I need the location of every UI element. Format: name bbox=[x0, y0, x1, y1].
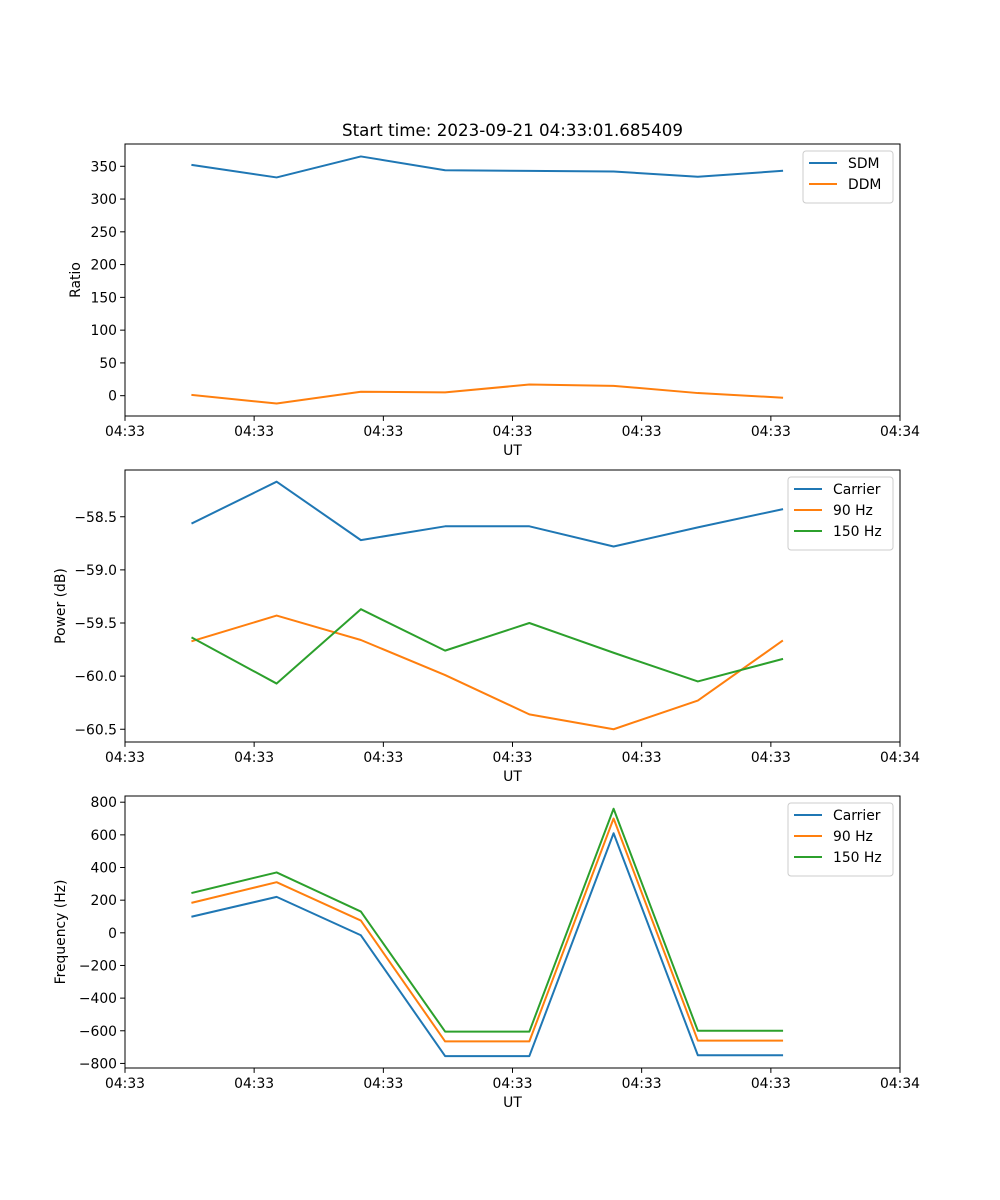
power-y-axis-label: Power (dB) bbox=[53, 568, 69, 644]
ratio-y-tick-label: 200 bbox=[90, 258, 117, 274]
ratio-legend: SDM DDM bbox=[802, 150, 894, 204]
power-x-tick-label: 04:33 bbox=[622, 750, 662, 766]
power-x-tick-label: 04:33 bbox=[363, 750, 403, 766]
power-y-tick-label: −59.0 bbox=[74, 563, 117, 579]
ratio-x-tick-label: 04:33 bbox=[492, 424, 532, 440]
ratio-x-tick-label: 04:33 bbox=[105, 424, 145, 440]
frequency-y-tick-label: −600 bbox=[79, 1024, 117, 1040]
frequency-y-tick-label: 0 bbox=[108, 926, 117, 942]
ratio-series-line-sdm bbox=[191, 155, 784, 179]
ratio-series-line-ddm bbox=[191, 383, 784, 405]
power-y-tick-label: −60.0 bbox=[74, 669, 117, 685]
ratio-y-tick-label: 350 bbox=[90, 159, 117, 175]
frequency-x-tick-label: 04:33 bbox=[105, 1076, 145, 1092]
ratio-x-axis-label: UT bbox=[503, 443, 522, 459]
power-x-tick-label: 04:33 bbox=[234, 750, 274, 766]
figure-title: Start time: 2023-09-21 04:33:01.685409 bbox=[342, 120, 683, 140]
frequency-x-tick-label: 04:33 bbox=[492, 1076, 532, 1092]
power-x-axis-label: UT bbox=[503, 769, 522, 785]
ratio-panel: 04:33 04:33 04:33 04:33 04:33 04:33 04:34 0 50 10… bbox=[68, 143, 920, 459]
frequency-y-tick-label: 200 bbox=[90, 893, 117, 909]
ratio-x-tick-label: 04:33 bbox=[234, 424, 274, 440]
power-panel: 04:33 04:33 04:33 04:33 04:33 04:33 04:34 −60.5… bbox=[53, 469, 920, 785]
ratio-y-tick-label: 150 bbox=[90, 290, 117, 306]
frequency-x-tick-label: 04:34 bbox=[880, 1076, 920, 1092]
power-x-tick-label: 04:33 bbox=[492, 750, 532, 766]
ratio-y-axis-label: Ratio bbox=[68, 262, 84, 298]
frequency-x-tick-label: 04:33 bbox=[363, 1076, 403, 1092]
frequency-legend-label: Carrier bbox=[833, 808, 881, 824]
frequency-panel: 04:33 04:33 04:33 04:33 04:33 04:33 04:34 −800 −… bbox=[53, 795, 920, 1111]
ratio-x-tick-label: 04:34 bbox=[880, 424, 920, 440]
frequency-y-tick-label: −800 bbox=[79, 1056, 117, 1072]
power-y-tick-label: −59.5 bbox=[74, 616, 117, 632]
frequency-y-tick-label: 600 bbox=[90, 828, 117, 844]
power-y-tick-label: −58.5 bbox=[74, 510, 117, 526]
power-series-line-150-hz bbox=[191, 608, 784, 685]
frequency-y-tick-label: 800 bbox=[90, 795, 117, 811]
power-legend: Carrier 90 Hz 150 Hz bbox=[787, 476, 894, 551]
power-y-tick-label: −60.5 bbox=[74, 722, 117, 738]
ratio-x-tick-label: 04:33 bbox=[751, 424, 791, 440]
ratio-y-tick-label: 100 bbox=[90, 323, 117, 339]
ratio-legend-label: SDM bbox=[848, 156, 880, 172]
frequency-x-axis-label: UT bbox=[503, 1095, 522, 1111]
ratio-y-tick-label: 50 bbox=[99, 356, 117, 372]
frequency-y-tick-label: −200 bbox=[79, 958, 117, 974]
frequency-legend-label: 150 Hz bbox=[833, 850, 882, 866]
frequency-y-axis-label: Frequency (Hz) bbox=[53, 880, 69, 985]
ratio-y-tick-label: 250 bbox=[90, 225, 117, 241]
power-series-line-90-hz bbox=[191, 614, 784, 731]
ratio-x-tick-label: 04:33 bbox=[363, 424, 403, 440]
ratio-y-tick-label: 300 bbox=[90, 192, 117, 208]
power-legend-label: 90 Hz bbox=[833, 503, 873, 519]
frequency-series-line-carrier bbox=[191, 832, 784, 1058]
ratio-legend-label: DDM bbox=[848, 177, 881, 193]
power-x-tick-label: 04:34 bbox=[880, 750, 920, 766]
power-legend-label: Carrier bbox=[833, 482, 881, 498]
frequency-y-tick-label: 400 bbox=[90, 861, 117, 877]
power-legend-label: 150 Hz bbox=[833, 524, 882, 540]
power-series-line-carrier bbox=[191, 480, 784, 548]
ratio-x-tick-label: 04:33 bbox=[622, 424, 662, 440]
frequency-x-tick-label: 04:33 bbox=[234, 1076, 274, 1092]
ratio-y-tick-label: 0 bbox=[108, 389, 117, 405]
power-x-tick-label: 04:33 bbox=[105, 750, 145, 766]
frequency-y-tick-label: −400 bbox=[79, 991, 117, 1007]
power-x-tick-label: 04:33 bbox=[751, 750, 791, 766]
frequency-x-tick-label: 04:33 bbox=[751, 1076, 791, 1092]
frequency-x-tick-label: 04:33 bbox=[622, 1076, 662, 1092]
frequency-legend-label: 90 Hz bbox=[833, 829, 873, 845]
frequency-legend: Carrier 90 Hz 150 Hz bbox=[787, 802, 894, 877]
frequency-series-line-150-hz bbox=[191, 807, 784, 1033]
frequency-series-line-90-hz bbox=[191, 817, 784, 1043]
